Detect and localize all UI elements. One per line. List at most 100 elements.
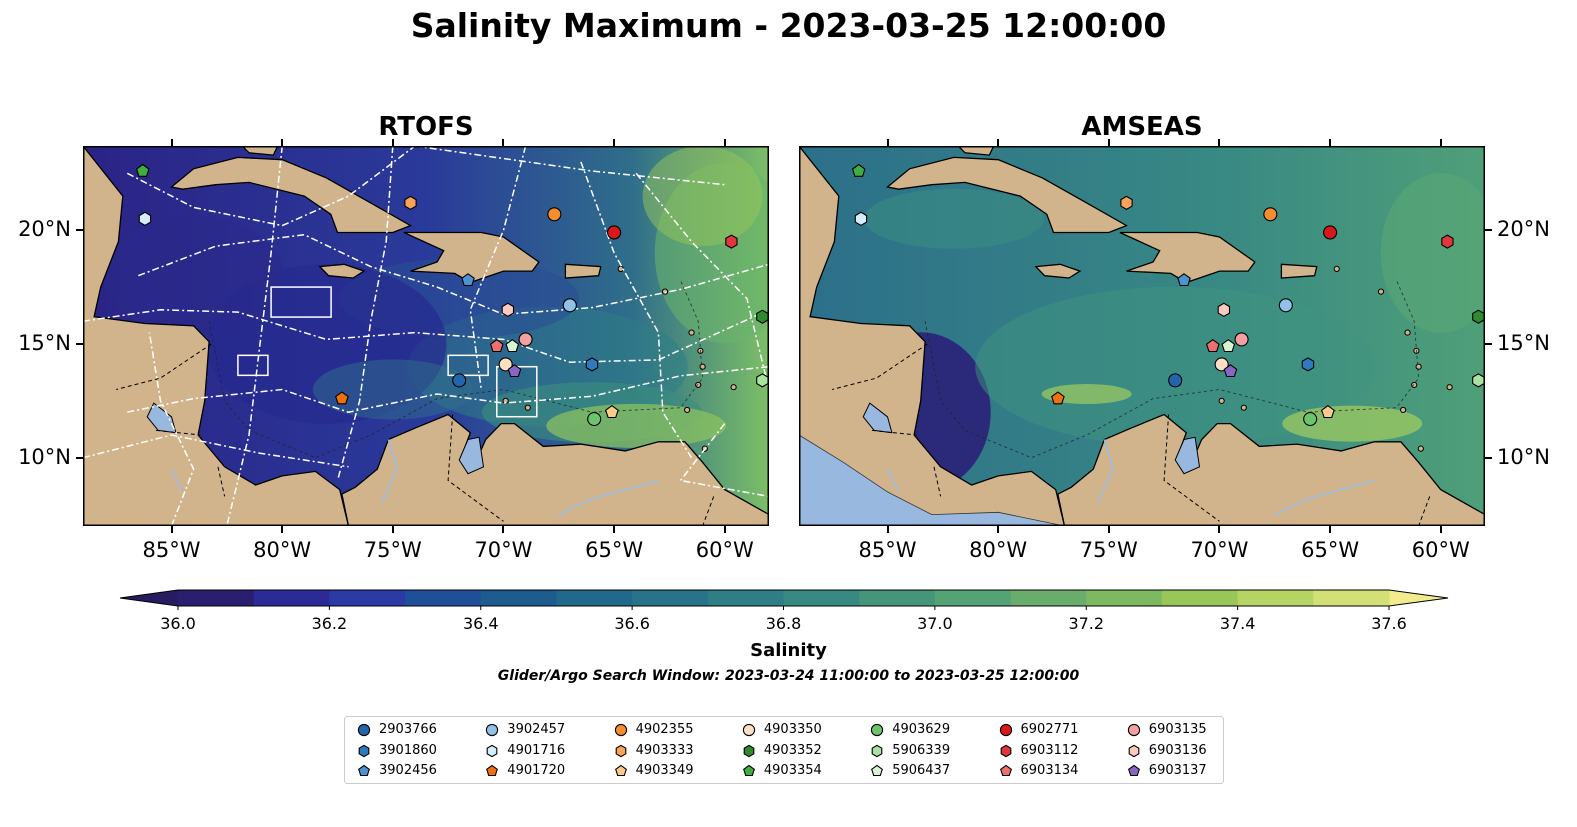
bathymetry-contour (208, 280, 704, 459)
float-marker-4903350 (498, 357, 513, 372)
float-marker-6902771 (607, 225, 622, 240)
model-tile-boundary (127, 365, 769, 413)
lon-tick-mark (391, 139, 394, 146)
central-america-land (799, 146, 1066, 526)
lon-tick-mark (723, 139, 726, 146)
float-marker-3902456 (1177, 273, 1191, 287)
river (558, 479, 659, 516)
model-tile-boundary (469, 146, 527, 390)
hispaniola-land (403, 231, 540, 284)
model-tile-box (237, 354, 269, 377)
river (380, 439, 399, 504)
float-marker-6903135 (1234, 332, 1249, 347)
cuba-land (170, 156, 413, 234)
hispaniola-land (1119, 231, 1256, 284)
country-border (871, 429, 917, 436)
legend-marker (742, 764, 755, 777)
lon-tick-mark (502, 139, 505, 146)
small-island (1240, 404, 1247, 411)
float-marker-5906339 (1472, 373, 1485, 388)
float-marker-3902457 (562, 298, 577, 313)
legend-marker (742, 723, 756, 737)
figure-title: Salinity Maximum - 2023-03-25 12:00:00 (410, 6, 1167, 45)
legend-label: 4903350 (763, 722, 822, 737)
small-island (684, 406, 691, 414)
florida-tip-land (957, 146, 995, 156)
lon-tick-mark (1218, 526, 1221, 533)
legend-label: 6902771 (1020, 722, 1079, 737)
small-island (661, 288, 669, 295)
lon-tick-mark (723, 526, 726, 533)
model-tile-boundary (679, 423, 769, 498)
central-america-land (83, 146, 350, 526)
lat-tick-mark (76, 229, 83, 232)
legend-marker (614, 723, 627, 737)
rtofs-map-panel[interactable] (83, 146, 769, 526)
lat-tick-mark (1485, 456, 1492, 459)
float-marker-4903349 (1321, 405, 1335, 419)
model-tile-boundary (126, 146, 416, 227)
lon-tick-label: 70°W (474, 538, 533, 562)
model-tile-box (270, 286, 332, 318)
colorbar-tick-label: 36.8 (766, 614, 802, 633)
colorbar-band (556, 590, 633, 606)
colorbar-band (632, 590, 709, 606)
legend-symbol-pentagon (1127, 764, 1140, 777)
lat-tick-label: 10°N (1497, 444, 1550, 469)
legend-symbol-circle (486, 723, 499, 737)
float-marker-2903766 (452, 373, 467, 388)
amseas-map[interactable] (799, 146, 1485, 526)
colorbar-tick-label: 36.6 (614, 614, 650, 633)
lat-tick-label: 10°N (18, 444, 71, 469)
small-island (688, 329, 695, 336)
legend-marker (871, 723, 884, 737)
lon-tick-mark (1439, 526, 1442, 533)
lat-tick-label: 15°N (1497, 330, 1550, 355)
amseas-map-panel[interactable] (799, 146, 1485, 526)
float-marker-3901860 (1301, 357, 1315, 372)
float-marker-4901716 (854, 211, 868, 226)
lat-tick-label: 20°N (18, 217, 71, 242)
jamaica-land (318, 263, 366, 279)
lon-tick-mark (1439, 139, 1442, 146)
lon-tick-mark (1329, 139, 1332, 146)
country-border (832, 343, 928, 390)
lon-tick-label: 70°W (1190, 538, 1249, 562)
float-marker-6903137 (507, 364, 522, 378)
legend-label: 4901716 (507, 742, 566, 758)
colorbar-band (253, 590, 330, 606)
legend-marker (486, 764, 499, 777)
float-marker-4901720 (335, 391, 349, 405)
model-tile-boundary (226, 146, 283, 526)
colorbar-tick-label: 36.0 (160, 614, 196, 633)
lake-maracaibo (1174, 436, 1201, 475)
legend-symbol-circle (742, 723, 756, 737)
small-island (1400, 406, 1407, 414)
legend-marker (999, 764, 1012, 777)
legend-marker (871, 764, 884, 777)
float-marker-4903350 (1214, 357, 1229, 372)
lon-tick-mark (281, 139, 284, 146)
legend-marker (486, 723, 499, 737)
legend-symbol-hexagon (1000, 744, 1011, 757)
legend-marker (1128, 744, 1140, 757)
colorbar-under-arrow (120, 590, 178, 606)
model-tile-boundary (580, 161, 693, 459)
small-island (1417, 445, 1424, 452)
rtofs-map[interactable] (83, 146, 769, 526)
lon-tick-mark (997, 139, 1000, 146)
float-marker-5906339 (756, 373, 769, 388)
model-tile-boundary (148, 332, 195, 526)
colorbar-graphic: 36.0 36.2 36.4 36.6 36.8 37.0 37.2 37.4 37.6 (119, 589, 1449, 633)
search-window-text: Glider/Argo Search Window: 2023-03-24 11… (497, 668, 1080, 684)
legend-marker (358, 744, 370, 757)
river (170, 468, 184, 493)
lon-tick-label: 85°W (142, 538, 201, 562)
float-marker-4903349 (605, 405, 619, 419)
country-border (155, 429, 201, 436)
jamaica-land (1034, 263, 1082, 279)
legend-marker (486, 744, 498, 757)
legend-label: 2903766 (379, 722, 437, 737)
lon-tick-label: 80°W (253, 538, 312, 562)
lon-tick-label: 65°W (1301, 538, 1360, 562)
